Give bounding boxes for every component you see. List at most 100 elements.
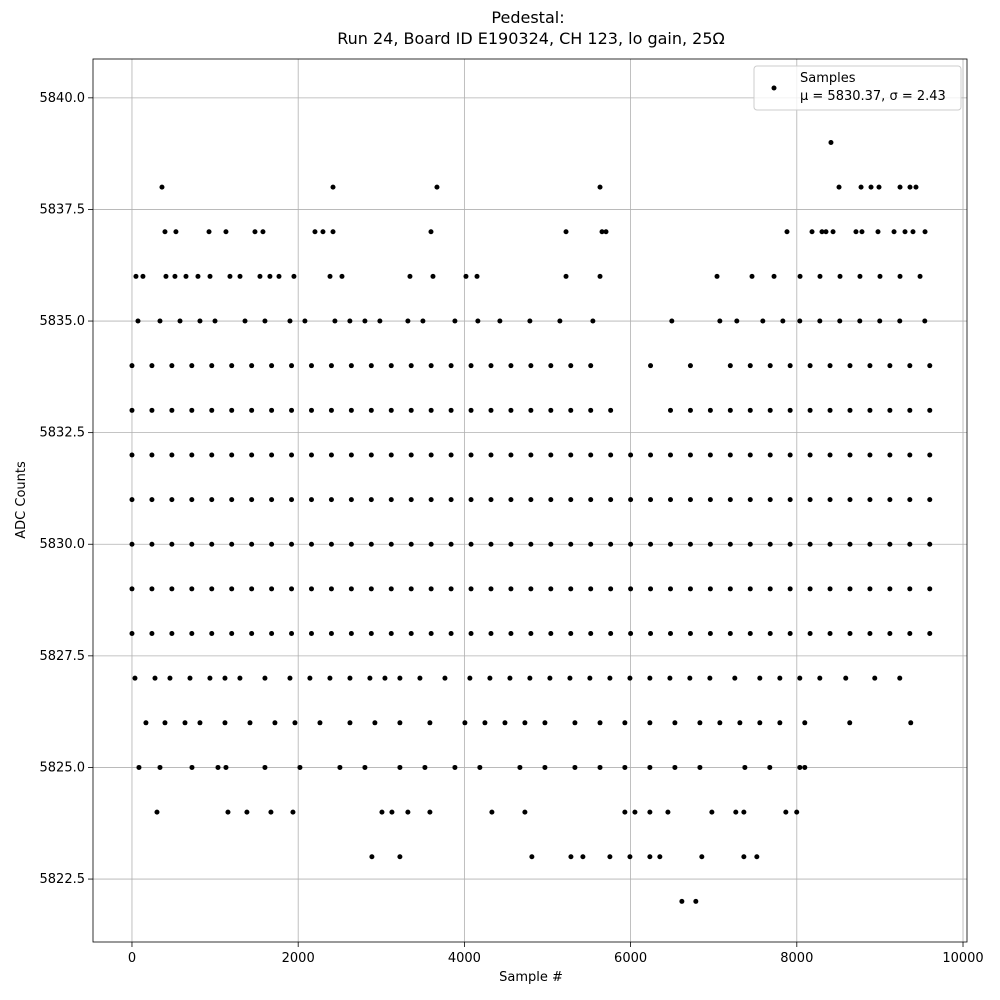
point [229,586,235,592]
point [707,407,713,413]
point [317,720,323,726]
point [628,631,634,637]
point [152,675,158,681]
point [787,631,793,637]
point [308,363,314,369]
point [129,541,135,547]
point [588,363,594,369]
point [727,452,733,458]
point [189,363,195,369]
point [260,229,266,235]
point [348,452,354,458]
point [328,452,334,458]
point [328,363,334,369]
point [508,363,514,369]
point [169,631,175,637]
point [327,675,333,681]
point [249,452,255,458]
point [187,675,193,681]
point [787,452,793,458]
point [897,675,903,681]
point [405,318,411,324]
point [262,764,268,770]
point [687,452,693,458]
point [448,407,454,413]
point [542,720,548,726]
point [289,497,295,503]
point [847,586,853,592]
point [227,273,233,279]
point [665,809,671,815]
point [189,631,195,637]
point [269,497,275,503]
x-tick-label: 6000 [614,951,647,966]
point [292,720,298,726]
point [328,586,334,592]
point [817,675,823,681]
point [687,675,693,681]
point [767,586,773,592]
point [787,497,793,503]
point [872,675,878,681]
point [162,229,168,235]
point [169,497,175,503]
y-tick-label: 5832.5 [40,426,86,441]
point [197,318,203,324]
point [368,631,374,637]
point [169,541,175,547]
y-tick-label: 5837.5 [40,202,86,217]
point [189,497,195,503]
point [908,720,914,726]
point [189,541,195,547]
point [922,229,928,235]
point [847,497,853,503]
point [572,764,578,770]
point [229,541,235,547]
point [508,631,514,637]
point [372,720,378,726]
point [802,720,808,726]
point [807,541,813,547]
point [388,452,394,458]
point [913,184,919,190]
point [267,273,273,279]
point [249,631,255,637]
point [737,720,743,726]
point [129,407,135,413]
point [757,675,763,681]
point [817,318,823,324]
point [427,720,433,726]
point [528,586,534,592]
point [632,809,638,815]
point [727,541,733,547]
point [648,452,654,458]
point [787,363,793,369]
point [807,363,813,369]
point [508,586,514,592]
point [827,363,833,369]
point [508,541,514,547]
point [767,407,773,413]
point [527,318,533,324]
point [807,497,813,503]
point [237,675,243,681]
point [289,631,295,637]
point [548,407,554,413]
point [907,363,913,369]
point [590,318,596,324]
point [823,229,829,235]
point [787,407,793,413]
point [197,720,203,726]
point [408,631,414,637]
point [672,720,678,726]
point [727,363,733,369]
point [548,363,554,369]
point [687,407,693,413]
point [714,273,720,279]
point [222,675,228,681]
x-tick-label: 10000 [942,951,983,966]
point [608,407,614,413]
point [488,407,494,413]
point [487,675,493,681]
